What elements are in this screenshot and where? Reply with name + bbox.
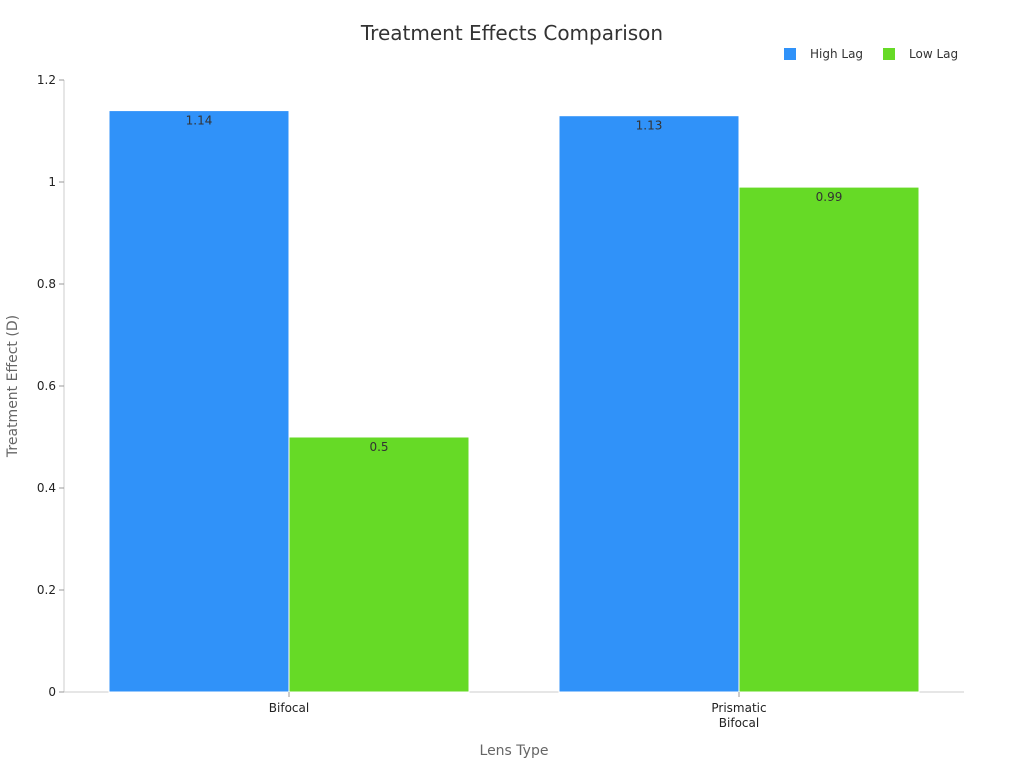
bar [108,110,290,693]
y-tick-label: 0.4 [37,481,56,495]
legend: High Lag Low Lag [784,47,958,61]
x-tick-label: Bifocal [269,701,309,715]
y-axis-title: Treatment Effect (D) [5,315,21,458]
x-axis-title: Lens Type [480,743,549,759]
data-label: 0.5 [369,440,388,454]
y-tick-label: 0.6 [37,379,56,393]
chart-title: Treatment Effects Comparison [360,21,663,45]
bars: 1.14 1.13 0.5 0.99 [108,110,920,693]
x-tick-label: Prismatic [711,701,766,715]
legend-label: Low Lag [909,47,958,61]
legend-swatch [784,48,796,60]
bar [288,436,470,693]
y-axis-ticks: 0 0.2 0.4 0.6 0.8 1 1.2 [37,73,64,699]
data-label: 1.13 [636,119,663,133]
y-tick-label: 0 [48,685,56,699]
y-tick-label: 0.2 [37,583,56,597]
y-tick-label: 1 [48,175,56,189]
y-tick-label: 0.8 [37,277,56,291]
data-label: 1.14 [186,114,213,128]
x-tick-label: Bifocal [719,716,759,730]
y-tick-label: 1.2 [37,73,56,87]
data-label: 0.99 [816,190,843,204]
bar [738,186,920,693]
bar [558,115,740,693]
legend-label: High Lag [810,47,863,61]
legend-swatch [883,48,895,60]
